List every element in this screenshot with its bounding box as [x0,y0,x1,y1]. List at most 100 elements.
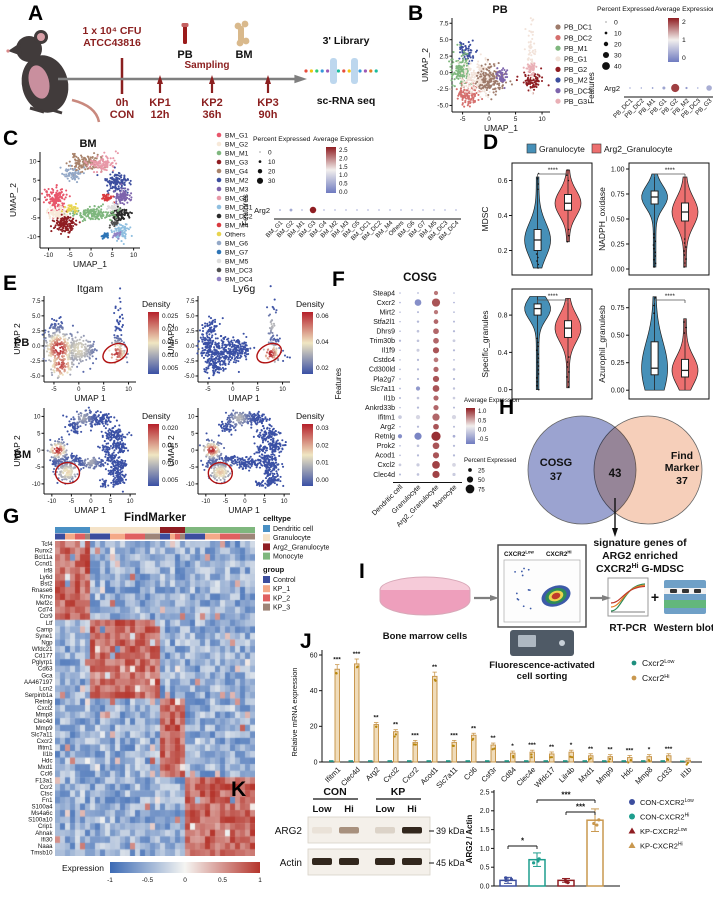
dot [483,84,486,87]
dot [64,346,67,349]
dot [63,368,66,371]
density-tick: 0.025 [162,313,179,320]
dot [102,211,105,214]
dot [61,446,65,449]
dot [459,48,462,51]
dot [499,72,503,75]
dot [59,200,62,203]
dot [477,90,480,93]
dot [212,374,215,377]
dot [119,210,122,213]
dot [76,207,79,210]
y-tick: 2.5 [439,53,448,60]
dot [462,57,465,60]
outlier-dot [568,356,570,358]
legend-dot [555,56,561,62]
y-tick: 0.75 [611,191,625,198]
x-tick: 5 [102,387,106,393]
expression-dot [640,87,642,89]
dot [116,441,119,444]
dot [529,86,532,89]
outlier-dot [537,353,539,355]
dot [54,342,57,345]
dot [71,424,74,427]
dot [93,418,96,421]
dot [116,152,119,155]
dot [78,420,81,423]
boxplot [650,341,659,376]
inoculum-line2: ATCC43816 [83,37,141,49]
dot [218,358,221,361]
dot [208,362,211,365]
dot [116,341,119,344]
dot [234,349,238,353]
dot [116,209,120,212]
dot [70,452,74,455]
dot [503,73,506,76]
dot [269,285,272,288]
legend-label: BM_DC3 [225,267,253,274]
dot [465,59,468,63]
dot [526,84,529,87]
dot [477,60,480,63]
dot [234,357,237,360]
dot [214,320,217,323]
outlier-dot [536,337,538,340]
dot [73,167,77,170]
dot [480,70,483,73]
dot [53,362,56,366]
dot [81,160,84,163]
x-axis-label: UMAP_1 [73,259,107,269]
dot [80,430,83,433]
dot [105,442,108,445]
dot [70,351,73,354]
dot [464,69,468,72]
dot [107,197,110,200]
dot [69,358,73,361]
dot [66,177,69,180]
dot [203,337,206,340]
dot [75,213,78,216]
dot [101,214,104,217]
dot [50,348,53,351]
dot [214,333,217,336]
dot [477,77,480,80]
dot [258,160,262,163]
dot [273,298,276,301]
dot [269,321,272,324]
dot [496,77,499,80]
outlier-dot [537,256,539,259]
dot [53,204,56,207]
dot [477,66,480,69]
dot [239,351,242,354]
dot [481,90,484,93]
dot [111,236,114,239]
dot [528,53,531,56]
x-tick: 5 [256,387,260,393]
dot [48,195,51,198]
dot [44,329,47,332]
outlier-dot [567,386,570,388]
dot [88,212,91,215]
dot [270,355,273,358]
dot [123,203,126,206]
dot [68,204,71,207]
dot [214,325,217,328]
dot [107,459,111,462]
dot [536,80,539,83]
dot [278,337,281,340]
dot [467,45,471,48]
dot [130,192,133,195]
x-tick: 10 [538,116,546,123]
dot [79,212,82,215]
dot [93,204,96,208]
dot [96,174,99,177]
dot [106,190,109,193]
dot [464,48,467,51]
dot [462,53,465,56]
dot [207,353,210,356]
dot [99,417,102,421]
dot [604,31,608,35]
umap-title: BM [79,138,96,150]
dot [57,451,61,454]
